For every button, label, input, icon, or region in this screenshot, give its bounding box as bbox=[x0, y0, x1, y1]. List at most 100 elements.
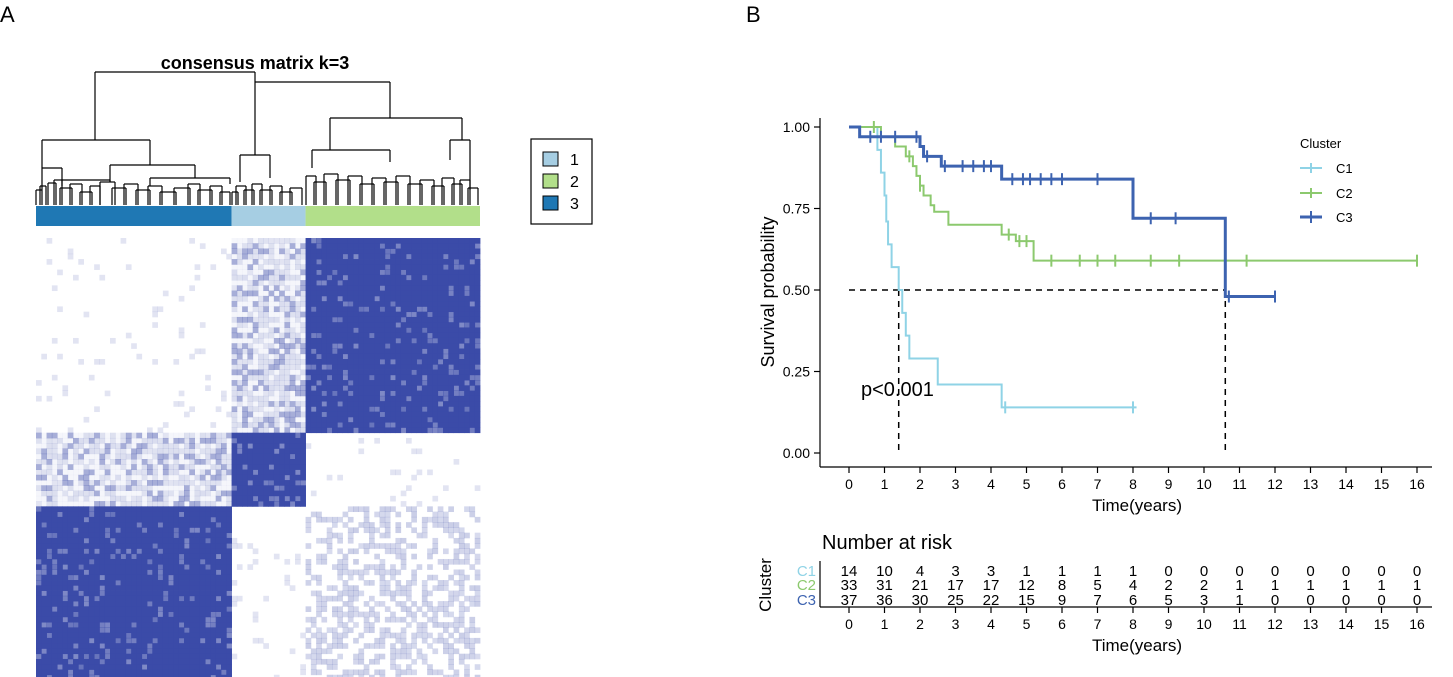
heatmap-cell bbox=[421, 269, 428, 276]
heatmap-cell bbox=[210, 643, 217, 649]
heatmap-cell bbox=[205, 653, 211, 660]
heatmap-cell bbox=[443, 390, 449, 397]
heatmap-cell bbox=[231, 301, 238, 307]
heatmap-cell bbox=[400, 253, 407, 260]
heatmap-cell bbox=[263, 243, 269, 249]
heatmap-cell bbox=[273, 311, 280, 318]
heatmap-cell bbox=[342, 353, 349, 360]
heatmap-cell bbox=[443, 485, 449, 491]
heatmap-cell bbox=[236, 432, 243, 439]
heatmap-cell bbox=[104, 490, 111, 497]
heatmap-cell bbox=[221, 516, 227, 523]
heatmap-cell bbox=[226, 637, 232, 644]
heatmap-cell bbox=[252, 295, 259, 302]
heatmap-cell bbox=[464, 664, 470, 670]
heatmap-cell bbox=[305, 516, 312, 523]
heatmap-cell bbox=[242, 343, 248, 349]
heatmap-cell bbox=[432, 311, 439, 318]
heatmap-cell bbox=[411, 290, 417, 297]
heatmap-cell bbox=[284, 443, 291, 449]
heatmap-cell bbox=[316, 643, 322, 649]
heatmap-cell bbox=[252, 459, 259, 465]
heatmap-cell bbox=[236, 374, 243, 381]
heatmap-cell bbox=[353, 316, 359, 323]
heatmap-cell bbox=[189, 664, 195, 670]
heatmap-cell bbox=[395, 337, 402, 344]
heatmap-cell bbox=[41, 516, 47, 523]
heatmap-cell bbox=[210, 495, 217, 502]
heatmap-cell bbox=[437, 285, 444, 292]
heatmap-cell bbox=[374, 411, 380, 418]
heatmap-cell bbox=[125, 564, 132, 570]
heatmap-cell bbox=[99, 359, 106, 365]
heatmap-cell bbox=[358, 306, 365, 313]
heatmap-cell bbox=[226, 485, 232, 491]
heatmap-cell bbox=[62, 474, 69, 481]
heatmap-cell bbox=[374, 601, 380, 607]
heatmap-cell bbox=[147, 537, 153, 544]
heatmap-cell bbox=[316, 411, 322, 418]
heatmap-cell bbox=[263, 443, 269, 449]
heatmap-cell bbox=[184, 664, 190, 670]
heatmap-cell bbox=[268, 337, 275, 344]
heatmap-cell bbox=[178, 464, 185, 470]
heatmap-cell bbox=[236, 422, 243, 428]
heatmap-cell bbox=[36, 606, 42, 612]
heatmap-cell bbox=[184, 506, 190, 513]
heatmap-cell bbox=[310, 406, 317, 413]
heatmap-cell bbox=[305, 343, 312, 349]
heatmap-cell bbox=[406, 369, 412, 376]
heatmap-cell bbox=[67, 669, 74, 676]
risk-cell: 4 bbox=[916, 563, 924, 580]
heatmap-cell bbox=[469, 348, 476, 355]
heatmap-cell bbox=[295, 501, 301, 507]
heatmap-cell bbox=[374, 359, 380, 365]
heatmap-cell bbox=[268, 448, 275, 455]
heatmap-cell bbox=[125, 485, 132, 491]
heatmap-cell bbox=[284, 427, 291, 434]
heatmap-cell bbox=[369, 422, 375, 428]
heatmap-cell bbox=[184, 411, 190, 418]
heatmap-cell bbox=[421, 532, 428, 539]
heatmap-cell bbox=[41, 432, 47, 439]
heatmap-cell bbox=[62, 606, 69, 612]
heatmap-cell bbox=[458, 401, 465, 407]
heatmap-cell bbox=[448, 280, 454, 286]
heatmap-cell bbox=[316, 632, 322, 639]
heatmap-cell bbox=[168, 501, 174, 507]
heatmap-cell bbox=[273, 437, 280, 444]
heatmap-cell bbox=[231, 401, 238, 407]
heatmap-cell bbox=[162, 422, 169, 428]
heatmap-cell bbox=[379, 269, 386, 276]
heatmap-cell bbox=[395, 632, 402, 639]
heatmap-cell bbox=[295, 411, 301, 418]
heatmap-cell bbox=[231, 369, 238, 376]
heatmap-cell bbox=[432, 353, 439, 360]
heatmap-cell bbox=[141, 658, 148, 665]
heatmap-cell bbox=[78, 664, 84, 670]
heatmap-cell bbox=[342, 238, 349, 244]
heatmap-cell bbox=[136, 569, 143, 576]
heatmap-cell bbox=[99, 469, 106, 476]
heatmap-cell bbox=[189, 548, 195, 555]
heatmap-cell bbox=[384, 332, 391, 339]
heatmap-cell bbox=[421, 527, 428, 534]
heatmap-cell bbox=[57, 611, 63, 618]
heatmap-cell bbox=[411, 243, 417, 249]
heatmap-cell bbox=[67, 564, 74, 570]
heatmap-cell bbox=[464, 416, 470, 423]
km-x-ticks: 0 1 2 3 4 5 6 7 8 9 10 11 12 13 14 15 16 bbox=[845, 467, 1425, 492]
heatmap-cell bbox=[305, 522, 312, 528]
heatmap-cell bbox=[263, 290, 269, 297]
heatmap-cell bbox=[289, 248, 296, 255]
heatmap-cell bbox=[326, 537, 333, 544]
heatmap-cell bbox=[73, 274, 79, 281]
heatmap-cell bbox=[41, 622, 47, 628]
heatmap-cell bbox=[464, 401, 470, 407]
heatmap-cell bbox=[342, 395, 349, 402]
heatmap-cell bbox=[432, 243, 439, 249]
heatmap-cell bbox=[332, 532, 338, 539]
heatmap-cell bbox=[189, 537, 195, 544]
heatmap-cell bbox=[258, 464, 264, 470]
heatmap-cell bbox=[379, 522, 386, 528]
